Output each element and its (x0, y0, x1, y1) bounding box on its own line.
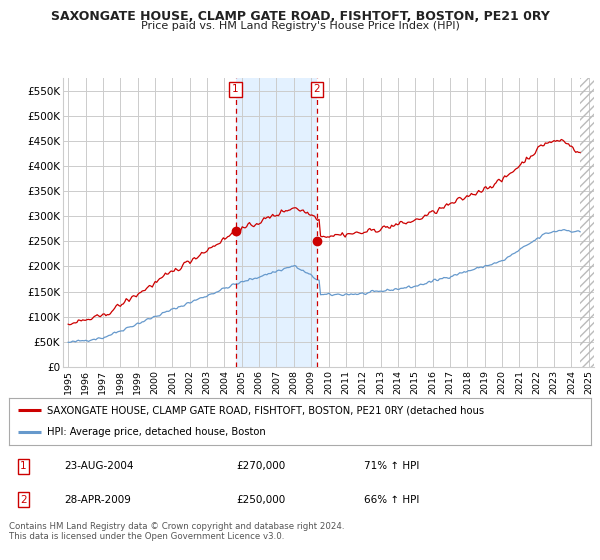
Text: 28-APR-2009: 28-APR-2009 (64, 495, 131, 505)
Text: 71% ↑ HPI: 71% ↑ HPI (364, 461, 419, 471)
Text: £270,000: £270,000 (236, 461, 285, 471)
Text: £250,000: £250,000 (236, 495, 285, 505)
Bar (236, 78, 317, 367)
Text: 66% ↑ HPI: 66% ↑ HPI (364, 495, 419, 505)
Text: 1: 1 (232, 85, 239, 95)
Text: 2: 2 (20, 495, 27, 505)
Text: SAXONGATE HOUSE, CLAMP GATE ROAD, FISHTOFT, BOSTON, PE21 0RY: SAXONGATE HOUSE, CLAMP GATE ROAD, FISHTO… (50, 10, 550, 23)
Text: SAXONGATE HOUSE, CLAMP GATE ROAD, FISHTOFT, BOSTON, PE21 0RY (detached hous: SAXONGATE HOUSE, CLAMP GATE ROAD, FISHTO… (47, 405, 484, 416)
Text: Contains HM Land Registry data © Crown copyright and database right 2024.
This d: Contains HM Land Registry data © Crown c… (9, 522, 344, 542)
Text: 1: 1 (20, 461, 27, 471)
Bar (580, 78, 594, 367)
Text: 23-AUG-2004: 23-AUG-2004 (64, 461, 134, 471)
Text: 2: 2 (313, 85, 320, 95)
Text: HPI: Average price, detached house, Boston: HPI: Average price, detached house, Bost… (47, 427, 266, 437)
Text: Price paid vs. HM Land Registry's House Price Index (HPI): Price paid vs. HM Land Registry's House … (140, 21, 460, 31)
